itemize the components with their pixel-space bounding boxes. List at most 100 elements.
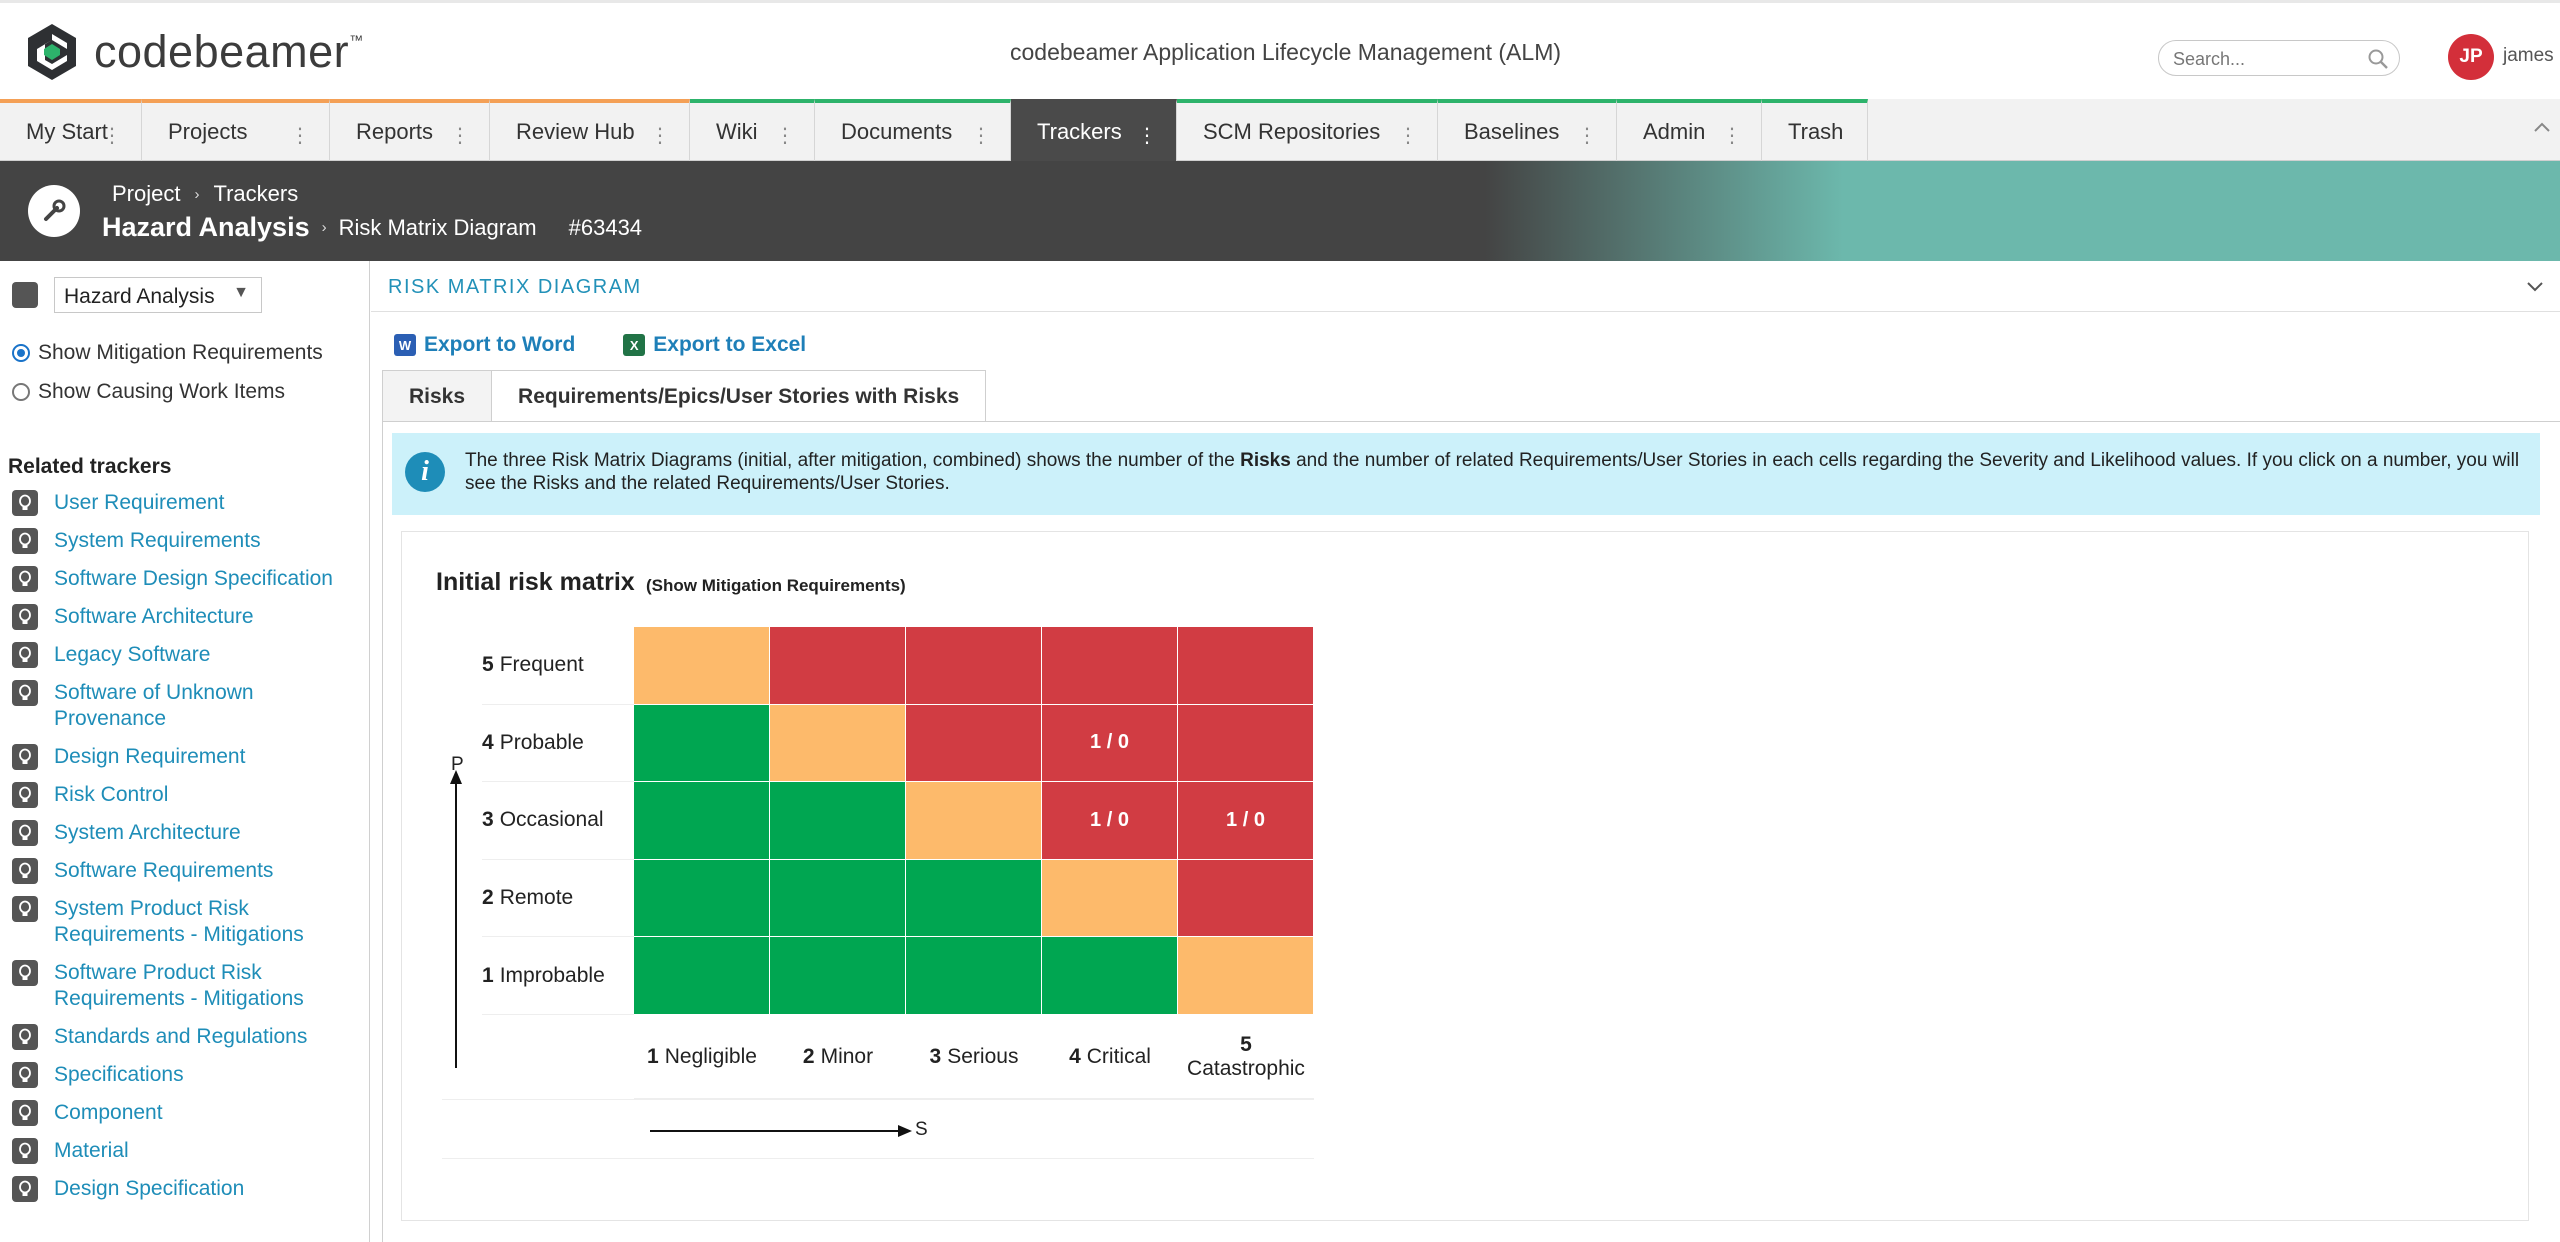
tab-requirements-with-risks[interactable]: Requirements/Epics/User Stories with Ris… — [492, 370, 987, 422]
nav-wiki[interactable]: Wiki ⋮ — [690, 99, 815, 161]
related-tracker-link[interactable]: Legacy Software — [54, 643, 211, 666]
risk-matrix-cell — [906, 782, 1042, 860]
related-tracker-link[interactable]: Material — [54, 1139, 129, 1162]
nav-review-hub[interactable]: Review Hub ⋮ — [490, 99, 690, 161]
related-tracker-item[interactable]: Software Design Specification — [12, 566, 362, 592]
related-tracker-link[interactable]: System Architecture — [54, 821, 241, 844]
tracker-select[interactable]: Hazard Analysis ▼ — [54, 277, 262, 313]
related-tracker-link[interactable]: Software Design Specification — [54, 567, 333, 590]
related-tracker-item[interactable]: Design Requirement — [12, 744, 362, 770]
more-icon[interactable]: ⋮ — [1577, 125, 1597, 147]
related-tracker-item[interactable]: Specifications — [12, 1062, 362, 1088]
breadcrumb-project[interactable]: Project — [112, 181, 181, 206]
breadcrumb-trackers[interactable]: Trackers — [213, 181, 299, 206]
related-tracker-item[interactable]: Standards and Regulations — [12, 1024, 362, 1050]
radio-button[interactable] — [12, 383, 30, 401]
tracker-icon — [12, 1062, 38, 1088]
related-tracker-link[interactable]: Risk Control — [54, 783, 169, 806]
severity-label: 1 Negligible — [647, 1044, 757, 1068]
more-icon[interactable]: ⋮ — [1722, 125, 1742, 147]
more-icon[interactable]: ⋮ — [775, 125, 795, 147]
nav-trackers[interactable]: Trackers ⋮ — [1011, 99, 1177, 161]
risk-matrix-cell[interactable]: 1 / 0 — [1178, 782, 1314, 860]
nav-documents[interactable]: Documents ⋮ — [815, 99, 1011, 161]
risk-matrix-cell — [770, 627, 906, 705]
nav-my-start[interactable]: My Start ⋮ — [0, 99, 142, 161]
dropdown-arrow-icon[interactable]: ▼ — [233, 284, 249, 301]
related-tracker-item[interactable]: Software Architecture — [12, 604, 362, 630]
related-tracker-item[interactable]: User Requirement — [12, 490, 362, 516]
related-tracker-item[interactable]: System Product Risk Requirements - Mitig… — [12, 896, 362, 948]
wrench-icon — [44, 199, 66, 221]
more-icon[interactable]: ⋮ — [650, 125, 670, 147]
related-tracker-link[interactable]: Software Product Risk Requirements - Mit… — [54, 961, 304, 1010]
search-icon[interactable] — [2367, 48, 2389, 70]
more-icon[interactable]: ⋮ — [102, 125, 122, 147]
radio-show-causing[interactable]: Show Causing Work Items — [12, 380, 285, 404]
project-name[interactable]: Hazard Analysis — [102, 212, 310, 242]
word-icon: W — [394, 334, 416, 356]
related-tracker-item[interactable]: Risk Control — [12, 782, 362, 808]
related-tracker-link[interactable]: Component — [54, 1101, 163, 1124]
more-icon[interactable]: ⋮ — [1137, 125, 1157, 147]
divider — [442, 1099, 1314, 1100]
related-tracker-link[interactable]: Design Requirement — [54, 745, 246, 768]
related-tracker-item[interactable]: System Requirements — [12, 528, 362, 554]
tracker-icon — [12, 1138, 38, 1164]
tracker-icon — [12, 820, 38, 846]
related-tracker-item[interactable]: Software Requirements — [12, 858, 362, 884]
chevron-down-icon[interactable] — [2524, 275, 2546, 297]
related-tracker-item[interactable]: Software Product Risk Requirements - Mit… — [12, 960, 362, 1012]
tracker-icon — [12, 642, 38, 668]
radio-button[interactable] — [12, 344, 30, 362]
nav-projects[interactable]: Projects ⋮ — [142, 99, 330, 161]
related-tracker-link[interactable]: Software Requirements — [54, 859, 274, 882]
related-tracker-link[interactable]: Design Specification — [54, 1177, 245, 1200]
search-input[interactable] — [2173, 47, 2363, 71]
more-icon[interactable]: ⋮ — [290, 125, 310, 147]
divider — [442, 1158, 1314, 1159]
radio-show-mitigation[interactable]: Show Mitigation Requirements — [12, 341, 323, 365]
related-tracker-link[interactable]: System Product Risk Requirements - Mitig… — [54, 897, 304, 946]
related-tracker-link[interactable]: Software Architecture — [54, 605, 254, 628]
related-tracker-item[interactable]: Design Specification — [12, 1176, 362, 1202]
risk-matrix-cell[interactable]: 1 / 0 — [1042, 782, 1178, 860]
related-tracker-item[interactable]: Software of Unknown Provenance — [12, 680, 362, 732]
export-to-excel-link[interactable]: X Export to Excel — [623, 333, 806, 357]
tab-risks[interactable]: Risks — [382, 370, 493, 422]
nav-reports[interactable]: Reports ⋮ — [330, 99, 490, 161]
user-avatar[interactable]: JP — [2448, 34, 2494, 80]
risk-matrix-cell — [1042, 937, 1178, 1015]
related-tracker-item[interactable]: Material — [12, 1138, 362, 1164]
related-tracker-link[interactable]: System Requirements — [54, 529, 261, 552]
related-tracker-link[interactable]: User Requirement — [54, 491, 225, 514]
export-to-word-link[interactable]: W Export to Word — [394, 333, 575, 357]
risk-matrix-panel: Initial risk matrix (Show Mitigation Req… — [401, 531, 2529, 1221]
more-icon[interactable]: ⋮ — [1398, 125, 1418, 147]
related-tracker-item[interactable]: Legacy Software — [12, 642, 362, 668]
tab-divider — [382, 421, 2560, 422]
nav-baselines[interactable]: Baselines ⋮ — [1438, 99, 1617, 161]
related-tracker-link[interactable]: Software of Unknown Provenance — [54, 681, 254, 730]
risk-matrix-cell[interactable]: 1 / 0 — [1042, 704, 1178, 783]
tracker-icon — [12, 1176, 38, 1202]
related-tracker-item[interactable]: Component — [12, 1100, 362, 1126]
nav-admin[interactable]: Admin ⋮ — [1617, 99, 1762, 161]
more-icon[interactable]: ⋮ — [971, 125, 991, 147]
risk-matrix-cell — [770, 782, 906, 860]
chevron-up-icon[interactable] — [2530, 116, 2554, 140]
username[interactable]: james — [2503, 45, 2554, 66]
nav-scm-repositories[interactable]: SCM Repositories ⋮ — [1177, 99, 1438, 161]
search-box[interactable] — [2158, 40, 2400, 76]
codebeamer-logo[interactable]: codebeamer™ — [24, 21, 364, 83]
nav-trash[interactable]: Trash — [1762, 99, 1868, 161]
nav-label: Admin — [1643, 119, 1706, 144]
related-tracker-link[interactable]: Specifications — [54, 1063, 184, 1086]
more-icon[interactable]: ⋮ — [450, 125, 470, 147]
related-tracker-item[interactable]: System Architecture — [12, 820, 362, 846]
info-icon: i — [405, 452, 445, 492]
related-tracker-link[interactable]: Standards and Regulations — [54, 1025, 308, 1048]
tracker-icon — [12, 744, 38, 770]
axis-p-arrow-icon — [450, 770, 462, 1068]
